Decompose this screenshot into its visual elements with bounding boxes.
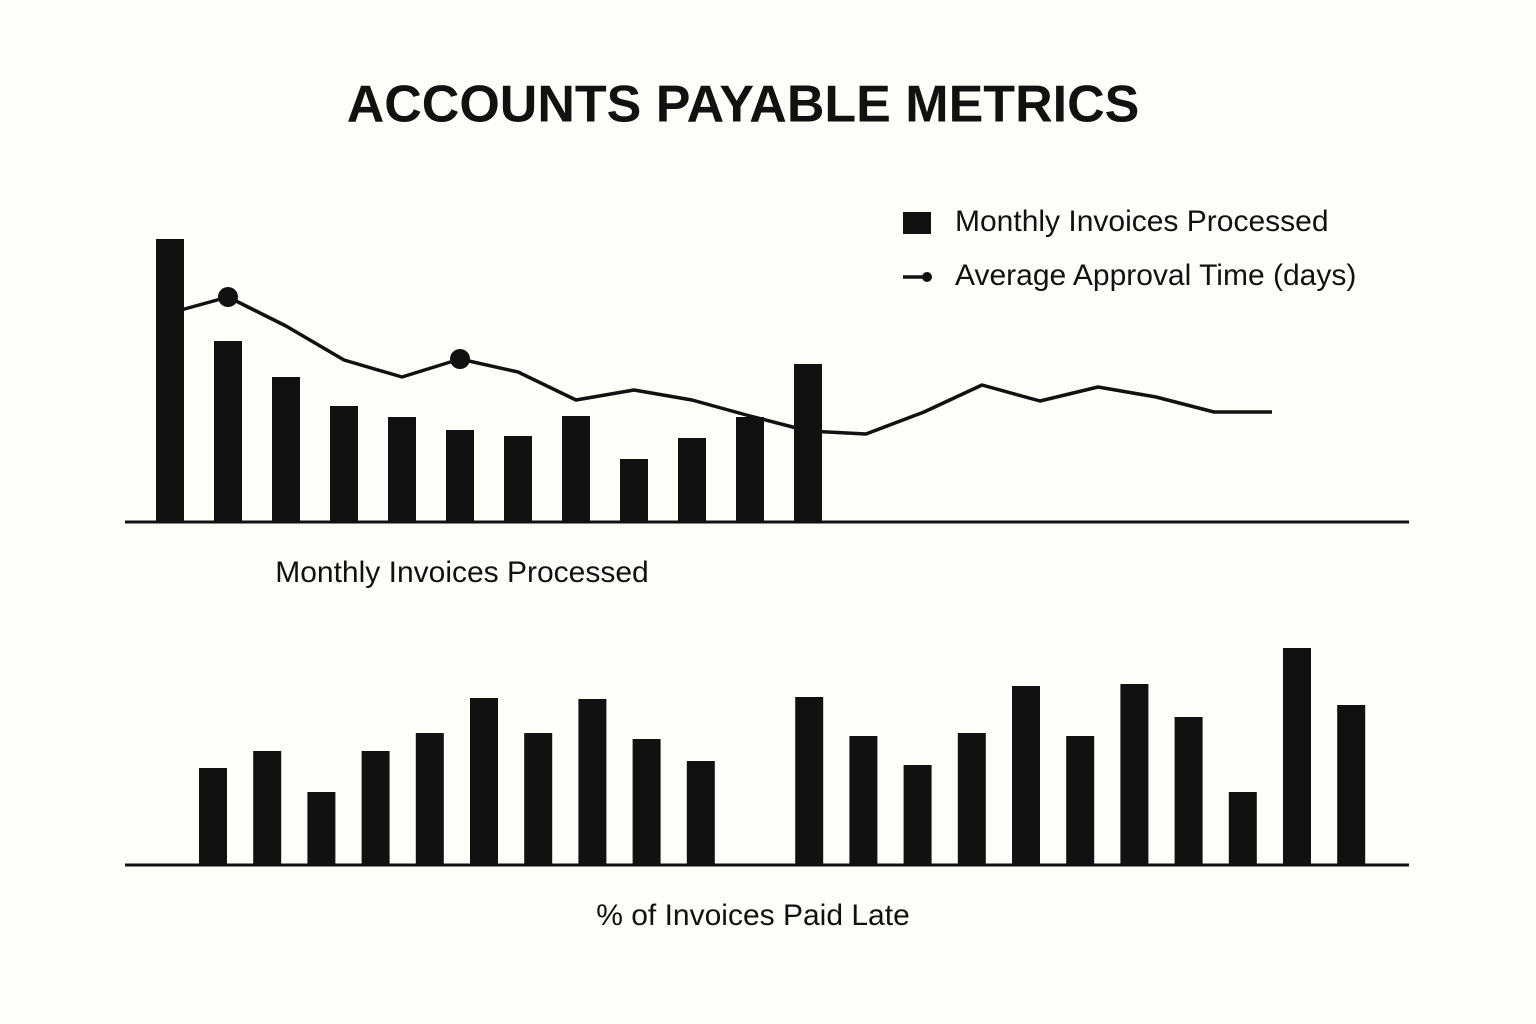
bar	[1012, 686, 1040, 865]
bar	[330, 406, 358, 522]
legend-swatch	[922, 272, 932, 282]
bar	[253, 751, 282, 865]
x-axis-label: Monthly Invoices Processed	[275, 556, 649, 589]
bar	[504, 436, 532, 522]
bar	[199, 768, 227, 865]
line	[169, 295, 1272, 436]
bar	[1283, 648, 1311, 865]
legend-swatch	[903, 212, 931, 234]
bar	[156, 239, 184, 522]
legend-label: Average Approval Time (days)	[955, 259, 1356, 292]
x-axis-label: % of Invoices Paid Late	[596, 899, 910, 932]
bar	[415, 733, 444, 865]
bar	[794, 364, 822, 522]
bar	[1337, 705, 1366, 865]
bar	[1174, 717, 1203, 865]
bar	[632, 739, 661, 865]
bar	[214, 341, 242, 522]
bar	[795, 697, 824, 865]
bar	[678, 438, 706, 522]
bar	[736, 417, 764, 522]
line-marker	[450, 349, 470, 369]
bar	[1066, 736, 1095, 865]
bar	[470, 698, 498, 865]
bar	[686, 761, 715, 865]
bar	[957, 733, 986, 865]
chart-title: ACCOUNTS PAYABLE METRICS	[347, 76, 1140, 134]
bar	[849, 736, 878, 865]
bar	[272, 377, 300, 522]
line-marker	[218, 287, 238, 307]
bar	[307, 792, 336, 865]
bar	[388, 417, 416, 522]
bar	[446, 430, 474, 522]
bar	[620, 459, 648, 522]
legend-label: Monthly Invoices Processed	[955, 205, 1329, 238]
bar	[1228, 792, 1257, 865]
bar	[1120, 684, 1149, 865]
bar	[578, 699, 607, 865]
bar	[524, 733, 553, 865]
bar	[903, 765, 932, 865]
bar	[562, 416, 590, 522]
bar	[361, 751, 390, 865]
